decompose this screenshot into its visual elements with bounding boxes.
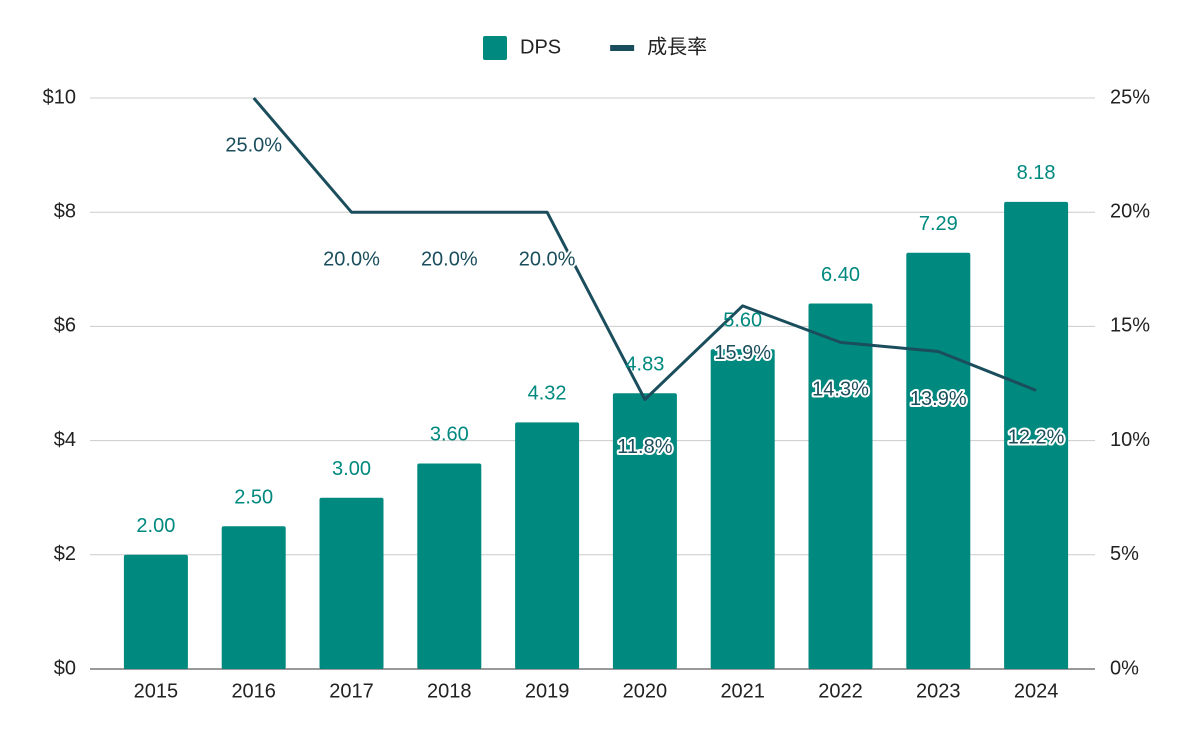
line-label: 25.0% bbox=[225, 134, 282, 156]
bar bbox=[1004, 201, 1069, 669]
x-tick-label: 2022 bbox=[818, 680, 863, 702]
y2-tick-label: 25% bbox=[1110, 86, 1150, 108]
bar-label: 7.29 bbox=[919, 213, 958, 235]
legend-label: 成長率 bbox=[647, 35, 707, 58]
x-tick-label: 2023 bbox=[916, 680, 961, 702]
line-label: 20.0% bbox=[519, 248, 576, 270]
bar bbox=[123, 554, 188, 669]
y-tick-label: $2 bbox=[54, 543, 76, 565]
y2-tick-label: 10% bbox=[1110, 429, 1150, 451]
bar bbox=[319, 497, 384, 669]
legend-swatch bbox=[483, 36, 507, 60]
bar-label: 3.60 bbox=[430, 424, 469, 446]
line-label: 20.0% bbox=[323, 248, 380, 270]
bar-label: 4.83 bbox=[625, 353, 664, 375]
bar bbox=[612, 393, 677, 669]
bar-label: 5.60 bbox=[723, 310, 762, 332]
legend-label: DPS bbox=[520, 36, 561, 58]
bar-label: 8.18 bbox=[1017, 162, 1056, 184]
line-label: 15.9% bbox=[714, 342, 771, 364]
x-tick-label: 2019 bbox=[525, 680, 570, 702]
bar-label: 2.50 bbox=[234, 487, 273, 509]
bar bbox=[221, 526, 286, 669]
bar bbox=[906, 252, 971, 669]
y-tick-label: $8 bbox=[54, 200, 76, 222]
line bbox=[252, 97, 1037, 401]
bar-label: 6.40 bbox=[821, 264, 860, 286]
x-tick-label: 2021 bbox=[720, 680, 765, 702]
bar bbox=[417, 463, 482, 669]
y-tick-label: $10 bbox=[43, 86, 76, 108]
bar-label: 2.00 bbox=[136, 515, 175, 537]
x-tick-label: 2020 bbox=[623, 680, 668, 702]
line-label: 14.3% bbox=[812, 379, 869, 401]
y2-tick-label: 15% bbox=[1110, 315, 1150, 337]
y-tick-label: $0 bbox=[54, 657, 76, 679]
x-tick-label: 2015 bbox=[134, 680, 179, 702]
y-tick-label: $6 bbox=[54, 315, 76, 337]
y2-tick-label: 20% bbox=[1110, 200, 1150, 222]
line-label: 20.0% bbox=[421, 248, 478, 270]
x-tick-label: 2018 bbox=[427, 680, 472, 702]
x-tick-label: 2016 bbox=[231, 680, 276, 702]
line-label: 11.8% bbox=[617, 436, 672, 458]
bar-label: 3.00 bbox=[332, 458, 371, 480]
line-label: 12.2% bbox=[1008, 427, 1065, 449]
y2-tick-label: 0% bbox=[1110, 657, 1139, 679]
bar bbox=[710, 349, 775, 669]
bar bbox=[515, 422, 580, 669]
x-tick-label: 2017 bbox=[329, 680, 374, 702]
bar bbox=[808, 303, 873, 669]
y-tick-label: $4 bbox=[54, 429, 76, 451]
y2-tick-label: 5% bbox=[1110, 543, 1139, 565]
bar-label: 4.32 bbox=[528, 383, 567, 405]
x-tick-label: 2024 bbox=[1014, 680, 1059, 702]
line-label: 13.9% bbox=[910, 388, 967, 410]
legend-swatch bbox=[610, 45, 635, 51]
